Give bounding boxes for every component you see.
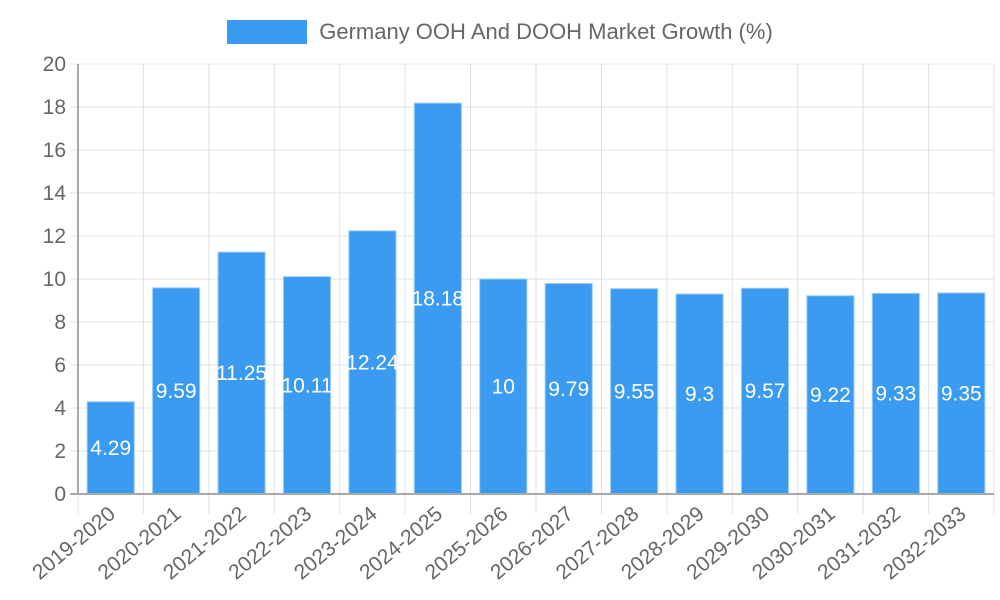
bar xyxy=(871,292,920,495)
bar-value-label: 9.55 xyxy=(614,380,655,403)
bar xyxy=(740,287,790,495)
y-tick-label: 6 xyxy=(54,354,66,377)
y-tick-label: 0 xyxy=(54,483,66,506)
y-tick-label: 18 xyxy=(43,96,66,119)
bar-value-label: 9.57 xyxy=(745,380,786,403)
bar-value-label: 9.22 xyxy=(810,384,851,407)
bars xyxy=(86,102,986,495)
y-axis-ticks: 0 2 4 6 8 10 12 14 16 18 20 xyxy=(43,53,67,506)
chart-legend[interactable]: Germany OOH And DOOH Market Growth (%) xyxy=(0,18,1000,46)
grid-lines xyxy=(70,63,995,514)
y-tick-label: 16 xyxy=(43,139,66,162)
y-tick-label: 8 xyxy=(54,311,66,334)
bar xyxy=(413,102,462,495)
y-tick-label: 10 xyxy=(43,268,66,291)
y-tick-label: 4 xyxy=(54,397,66,420)
bar xyxy=(348,230,397,495)
bar-value-label: 4.29 xyxy=(90,437,131,460)
bar xyxy=(610,288,659,495)
bar-value-label: 9.79 xyxy=(548,378,589,401)
bar xyxy=(544,283,593,495)
bar xyxy=(152,287,201,495)
bar xyxy=(86,401,135,495)
bar-value-label: 10 xyxy=(492,376,515,399)
y-tick-label: 14 xyxy=(43,182,67,205)
bar xyxy=(282,276,332,495)
legend-swatch xyxy=(227,20,308,44)
y-tick-label: 20 xyxy=(43,53,66,76)
bar xyxy=(806,295,855,495)
y-tick-label: 12 xyxy=(43,225,66,248)
bar xyxy=(479,278,528,495)
axes xyxy=(70,64,994,495)
bar xyxy=(937,292,986,495)
bar-value-label: 12.24 xyxy=(346,351,399,374)
bar-value-label: 18.18 xyxy=(412,288,465,311)
legend-label: Germany OOH And DOOH Market Growth (%) xyxy=(319,19,773,44)
bar xyxy=(675,293,724,495)
x-axis-ticks: 2019-20202020-20212021-20222022-20232023… xyxy=(28,502,970,584)
bar-value-label: 11.25 xyxy=(216,362,267,385)
y-tick-label: 2 xyxy=(54,440,66,463)
bar-value-label: 9.3 xyxy=(685,383,714,406)
bar-value-labels: 4.29 9.59 11.25 10.11 12.24 18.18 10 9.79 9.55 9.… xyxy=(90,288,981,460)
bar-value-label: 9.35 xyxy=(941,382,982,405)
bar-value-label: 9.33 xyxy=(875,383,916,406)
bar-value-label: 10.11 xyxy=(282,374,333,397)
bar-value-label: 9.59 xyxy=(156,380,197,403)
